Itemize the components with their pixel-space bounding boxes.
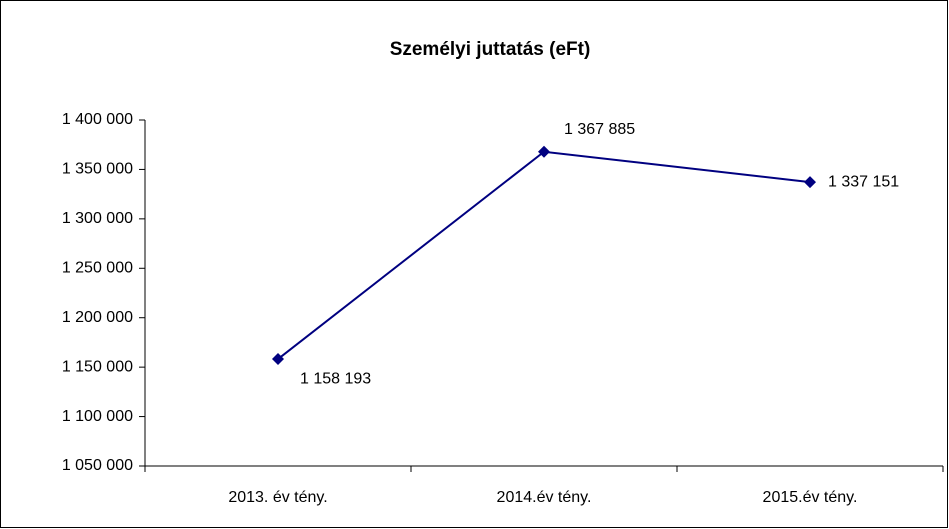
marker <box>804 176 816 189</box>
data-label: 1 158 193 <box>300 370 371 387</box>
x-tick-label: 2013. év tény. <box>228 489 327 506</box>
y-tick-label: 1 400 000 <box>62 111 133 128</box>
y-tick-label: 1 250 000 <box>62 260 133 277</box>
data-label: 1 337 151 <box>828 173 899 190</box>
y-tick-label: 1 150 000 <box>62 358 133 375</box>
y-tick-label: 1 300 000 <box>62 210 133 227</box>
y-tick-label: 1 100 000 <box>62 408 133 425</box>
chart-title: Személyi juttatás (eFt) <box>390 39 591 60</box>
x-tick-label: 2014.év tény. <box>497 489 592 506</box>
y-tick-label: 1 200 000 <box>62 309 133 326</box>
y-tick-label: 1 050 000 <box>62 457 133 474</box>
marker <box>538 145 550 158</box>
marker <box>272 353 284 366</box>
data-label: 1 367 885 <box>564 121 635 138</box>
x-tick-label: 2015.év tény. <box>763 489 858 506</box>
y-tick-label: 1 350 000 <box>62 161 133 178</box>
